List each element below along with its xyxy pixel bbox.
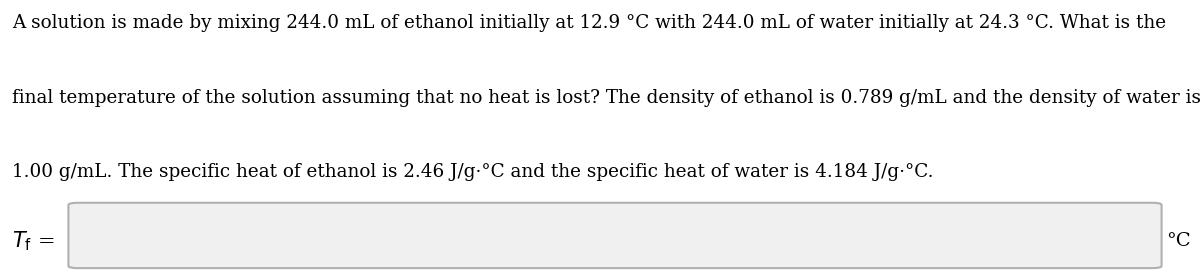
- Text: 1.00 g/mL. The specific heat of ethanol is 2.46 J/g·°C and the specific heat of : 1.00 g/mL. The specific heat of ethanol …: [12, 163, 934, 181]
- Text: A solution is made by mixing 244.0 mL of ethanol initially at 12.9 °C with 244.0: A solution is made by mixing 244.0 mL of…: [12, 14, 1166, 32]
- Text: °C: °C: [1166, 232, 1192, 250]
- FancyBboxPatch shape: [68, 203, 1162, 268]
- Text: $T_{\mathrm{f}}$ =: $T_{\mathrm{f}}$ =: [12, 229, 54, 253]
- Text: final temperature of the solution assuming that no heat is lost? The density of : final temperature of the solution assumi…: [12, 89, 1200, 107]
